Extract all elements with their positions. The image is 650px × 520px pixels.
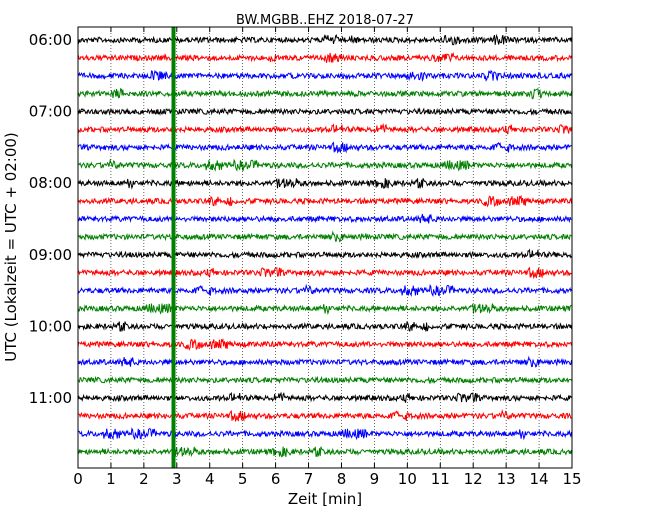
y-tick-label: 09:00 [29, 246, 72, 264]
x-tick-label: 0 [73, 470, 83, 488]
plot-frame [77, 26, 573, 469]
trace-row-4 [77, 107, 572, 117]
y-axis-ticks: 06:00 07:00 08:00 09:00 10:00 11:00 [29, 31, 83, 407]
x-tick-label: 7 [304, 470, 314, 488]
trace-row-2 [77, 69, 572, 82]
trace-row-16 [77, 321, 572, 333]
x-tick-label: 1 [106, 470, 116, 488]
trace-row-22 [77, 427, 572, 441]
y-tick-label: 07:00 [29, 103, 72, 121]
x-tick-label: 15 [562, 470, 581, 488]
x-tick-label: 10 [398, 470, 417, 488]
x-tick-label: 3 [172, 470, 182, 488]
x-tick-label: 4 [205, 470, 215, 488]
y-tick-label: 10:00 [29, 317, 72, 335]
y-tick-label: 11:00 [29, 389, 72, 407]
trace-row-6 [77, 141, 572, 154]
x-tick-label: 8 [337, 470, 347, 488]
trace-row-15 [77, 303, 572, 316]
trace-row-0 [77, 33, 572, 46]
trace-rows [77, 33, 572, 458]
trace-row-11 [77, 230, 572, 243]
x-tick-label: 5 [238, 470, 248, 488]
trace-row-1 [77, 51, 572, 63]
trace-row-10 [77, 213, 572, 224]
trace-row-21 [77, 408, 572, 423]
trace-row-18 [77, 355, 572, 368]
x-axis-label: Zeit [min] [288, 490, 362, 508]
x-tick-label: 2 [139, 470, 149, 488]
trace-row-13 [77, 266, 572, 279]
chart-title: BW.MGBB..EHZ 2018-07-27 [236, 13, 414, 28]
trace-row-9 [77, 194, 572, 208]
x-tick-label: 11 [431, 470, 450, 488]
y-tick-label: 08:00 [29, 174, 72, 192]
x-tick-label: 6 [271, 470, 281, 488]
trace-row-23 [77, 446, 572, 458]
trace-row-12 [77, 248, 572, 260]
trace-row-17 [77, 337, 572, 351]
y-tick-label: 06:00 [29, 31, 72, 49]
trace-row-5 [77, 122, 572, 135]
trace-row-7 [77, 158, 572, 172]
x-axis-ticks: 0 1 2 3 4 5 6 7 8 9 10 11 12 13 14 15 [73, 27, 582, 488]
trace-row-20 [77, 391, 572, 403]
trace-row-19 [77, 375, 572, 385]
x-tick-label: 9 [370, 470, 380, 488]
x-tick-label: 14 [530, 470, 549, 488]
y-axis-label: UTC (Lokalzeit = UTC + 02:00) [2, 132, 20, 362]
trace-row-8 [77, 178, 572, 190]
trace-row-3 [77, 87, 572, 100]
x-tick-label: 12 [464, 470, 483, 488]
trace-row-14 [77, 283, 572, 298]
x-tick-label: 13 [497, 470, 516, 488]
